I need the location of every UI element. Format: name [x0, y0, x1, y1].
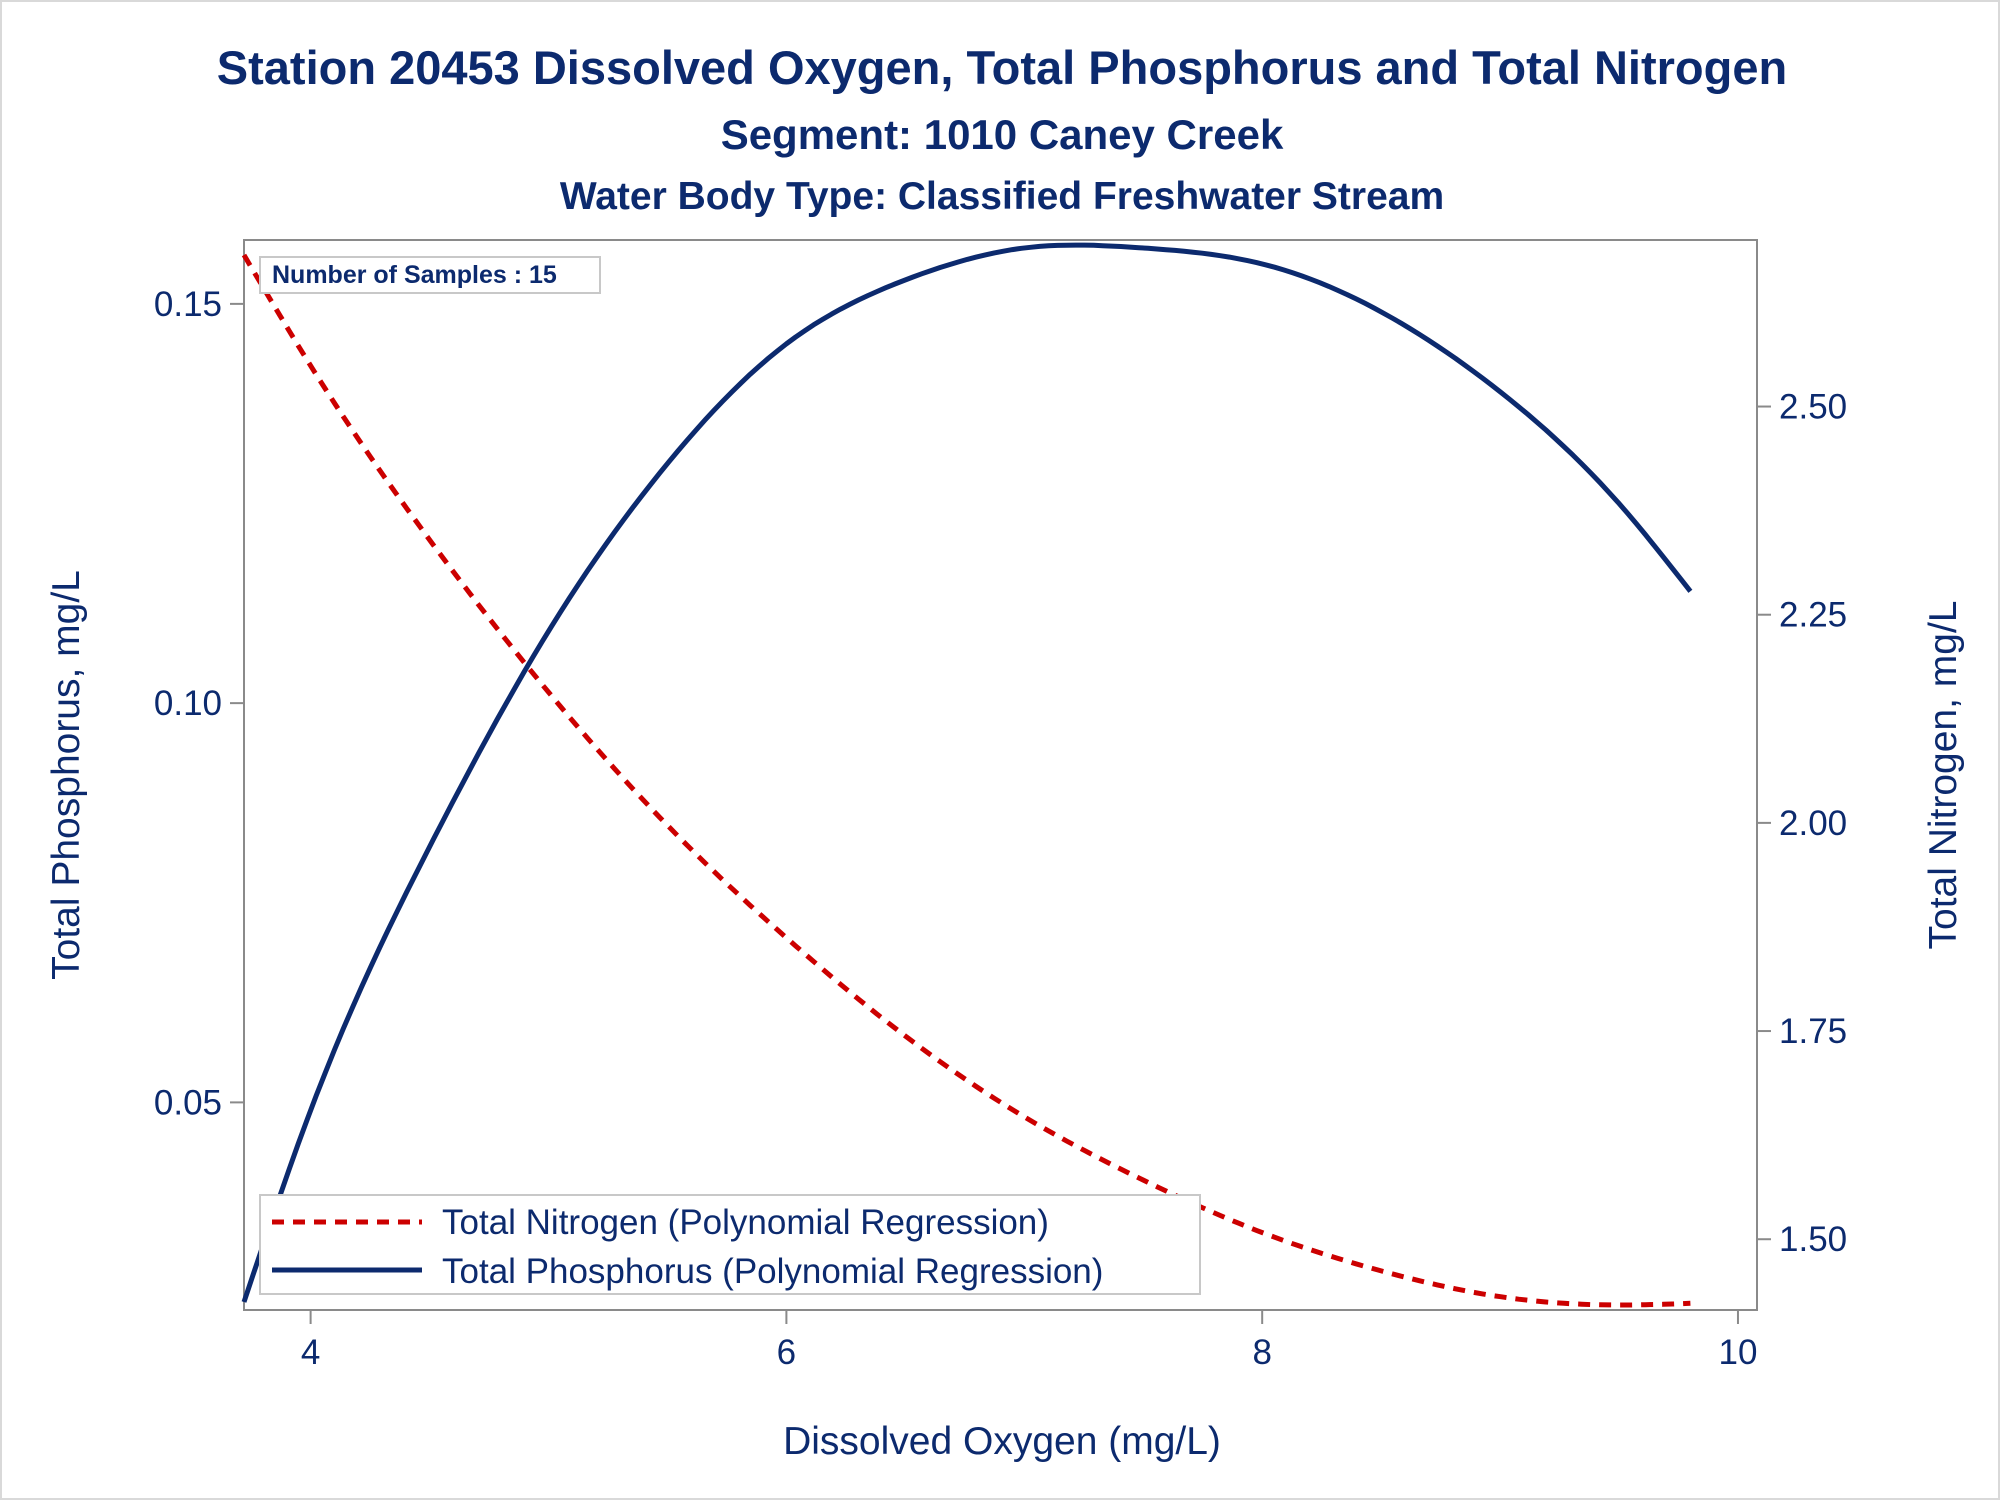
sample-count-text: Number of Samples : 15 [272, 261, 557, 289]
legend-box [259, 1194, 1201, 1295]
series-line-nitrogen [241, 253, 1691, 1308]
y-axis-right: 1.50 1.75 2.00 2.25 2.50 [1757, 388, 1847, 1259]
x-tick-label: 4 [301, 1333, 320, 1372]
y2-axis-label: Total Nitrogen, mg/L [1922, 600, 1965, 949]
x-axis: 4 6 8 10 [301, 1310, 1757, 1372]
legend: Total Nitrogen (Polynomial Regression) T… [259, 1194, 1201, 1295]
x-tick-label: 10 [1718, 1333, 1757, 1372]
sample-count-box [259, 256, 601, 294]
y2-tick-label: 2.00 [1779, 804, 1847, 843]
legend-label-phosphorus: Total Phosphorus (Polynomial Regression) [442, 1252, 1103, 1291]
chart-subtitle: Segment: 1010 Caney Creek [721, 111, 1284, 158]
series-line-phosphorus [241, 242, 1693, 1303]
y-tick-label: 0.05 [154, 1083, 222, 1122]
y2-tick-label: 1.50 [1779, 1220, 1847, 1259]
chart-title: Station 20453 Dissolved Oxygen, Total Ph… [217, 41, 1787, 94]
x-tick-label: 8 [1252, 1333, 1271, 1372]
plot-area [241, 239, 1758, 1311]
y2-tick-label: 2.25 [1779, 596, 1847, 635]
y2-tick-label: 1.75 [1779, 1012, 1847, 1051]
plot-frame [243, 239, 1758, 1311]
y-tick-label: 0.15 [154, 285, 222, 324]
chart-subtitle-2: Water Body Type: Classified Freshwater S… [560, 175, 1444, 218]
y-axis-left: 0.05 0.10 0.15 [154, 285, 244, 1122]
y-axis-label: Total Phosphorus, mg/L [45, 570, 88, 980]
sample-count-inset: Number of Samples : 15 [259, 256, 601, 294]
y2-tick-label: 2.50 [1779, 388, 1847, 427]
y-tick-label: 0.10 [154, 684, 222, 723]
x-tick-label: 6 [777, 1333, 796, 1372]
series-layer [241, 242, 1693, 1308]
legend-label-nitrogen: Total Nitrogen (Polynomial Regression) [442, 1203, 1049, 1242]
x-axis-label: Dissolved Oxygen (mg/L) [783, 1420, 1221, 1463]
